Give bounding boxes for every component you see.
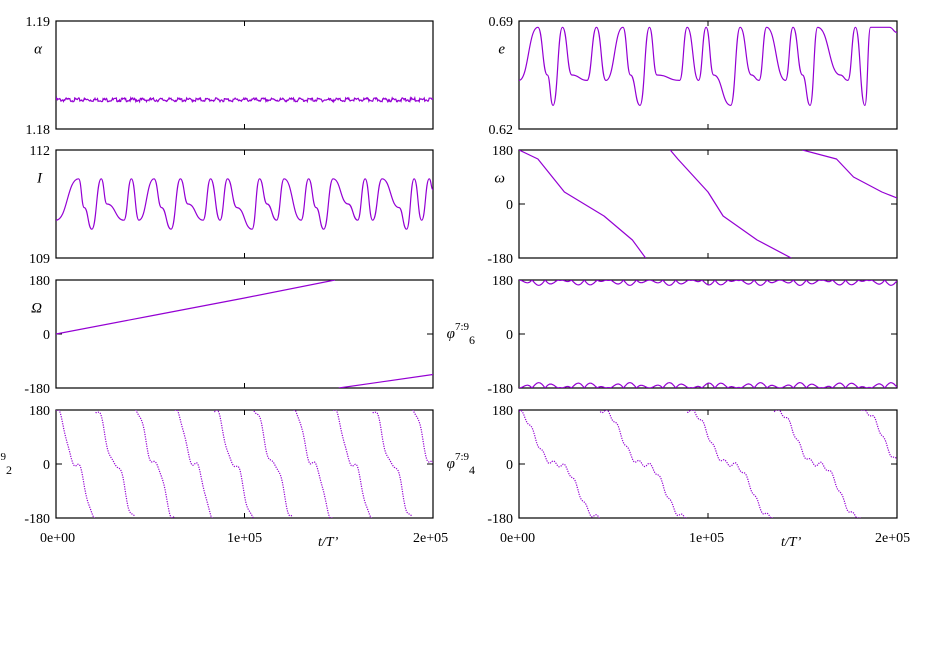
y-tick-omega-1: 0: [506, 198, 513, 213]
data-e: [519, 26, 897, 106]
data-I: [56, 178, 433, 230]
y-tick-phi4-1: 0: [506, 458, 513, 473]
y-tick-phi4-0: 180: [492, 404, 513, 419]
x-tick-right-1: 1e+05: [689, 531, 724, 546]
frame-phi6: [518, 279, 898, 389]
panel-phi4: 180 0 -180 φ7:94: [447, 404, 898, 527]
y-tick-omega-2: -180: [487, 252, 513, 267]
series-I: [56, 178, 433, 230]
panel-Omega: 180 0 -180 Ω: [24, 274, 434, 397]
panel-e: 0.69 0.62 e: [489, 15, 898, 138]
series-e: [519, 26, 897, 106]
frame-alpha: [55, 20, 434, 130]
y-tick-phi4-2: -180: [487, 512, 513, 527]
data-phi6: [519, 280, 897, 388]
y-label-e: e: [498, 41, 505, 57]
frame-phi2: [55, 409, 434, 519]
panel-phi6: 180 0 -180 φ7:96: [447, 274, 898, 397]
y-tick-alpha-1: 1.18: [26, 123, 51, 138]
y-tick-phi6-2: -180: [487, 382, 513, 397]
data-alpha: [56, 95, 433, 104]
series-phi4: [519, 410, 897, 518]
x-tick-left-0: 0e+00: [40, 531, 75, 546]
panel-alpha: 1.19 1.18 α: [26, 15, 434, 138]
data-phi2: [56, 410, 433, 518]
y-tick-phi6-0: 180: [492, 274, 513, 289]
series-phi6-0: [519, 280, 897, 287]
y-tick-phi2-1: 0: [43, 458, 50, 473]
y-label-omega: ω: [494, 170, 505, 186]
frame-omega: [518, 149, 898, 259]
y-tick-Omega-2: -180: [24, 382, 50, 397]
x-axis-label-right: t/T’: [781, 535, 802, 550]
data-Omega: [56, 280, 433, 388]
x-tick-left-1: 1e+05: [227, 531, 262, 546]
series-phi6-1: [519, 381, 897, 388]
y-label-Omega: Ω: [31, 300, 42, 316]
y-label-phi4: φ7:94: [447, 451, 475, 477]
y-tick-Omega-0: 180: [29, 274, 50, 289]
y-tick-I-1: 109: [29, 252, 50, 267]
y-tick-e-0: 0.69: [489, 15, 514, 30]
y-tick-phi6-1: 0: [506, 328, 513, 343]
y-label-phi6: φ7:96: [447, 321, 475, 347]
y-tick-alpha-0: 1.19: [26, 15, 51, 30]
panel-omega: 180 0 -180 ω: [487, 144, 898, 267]
data-omega: [519, 150, 897, 258]
x-tick-left-2: 2e+05: [413, 531, 448, 546]
y-tick-I-0: 112: [30, 144, 50, 159]
frame-phi4: [518, 409, 898, 519]
x-tick-right-0: 0e+00: [500, 531, 535, 546]
y-label-alpha: α: [34, 41, 43, 57]
panel-phi2: 180 0 -180 φ7:92: [0, 404, 434, 527]
x-axis-label-left: t/T’: [318, 535, 339, 550]
y-label-phi2: φ7:92: [0, 451, 12, 477]
series-phi2: [56, 410, 433, 518]
x-tick-right-2: 2e+05: [875, 531, 910, 546]
y-tick-Omega-1: 0: [43, 328, 50, 343]
y-tick-e-1: 0.62: [489, 123, 514, 138]
data-phi4: [519, 410, 897, 518]
series-Omega: [56, 280, 433, 388]
frame-Omega: [55, 279, 434, 389]
y-tick-phi2-2: -180: [24, 512, 50, 527]
y-tick-phi2-0: 180: [29, 404, 50, 419]
panel-I: 112 109 I: [29, 144, 434, 267]
series-omega: [519, 150, 897, 258]
y-tick-omega-0: 180: [492, 144, 513, 159]
series-alpha: [56, 95, 433, 104]
y-label-I: I: [36, 170, 43, 186]
